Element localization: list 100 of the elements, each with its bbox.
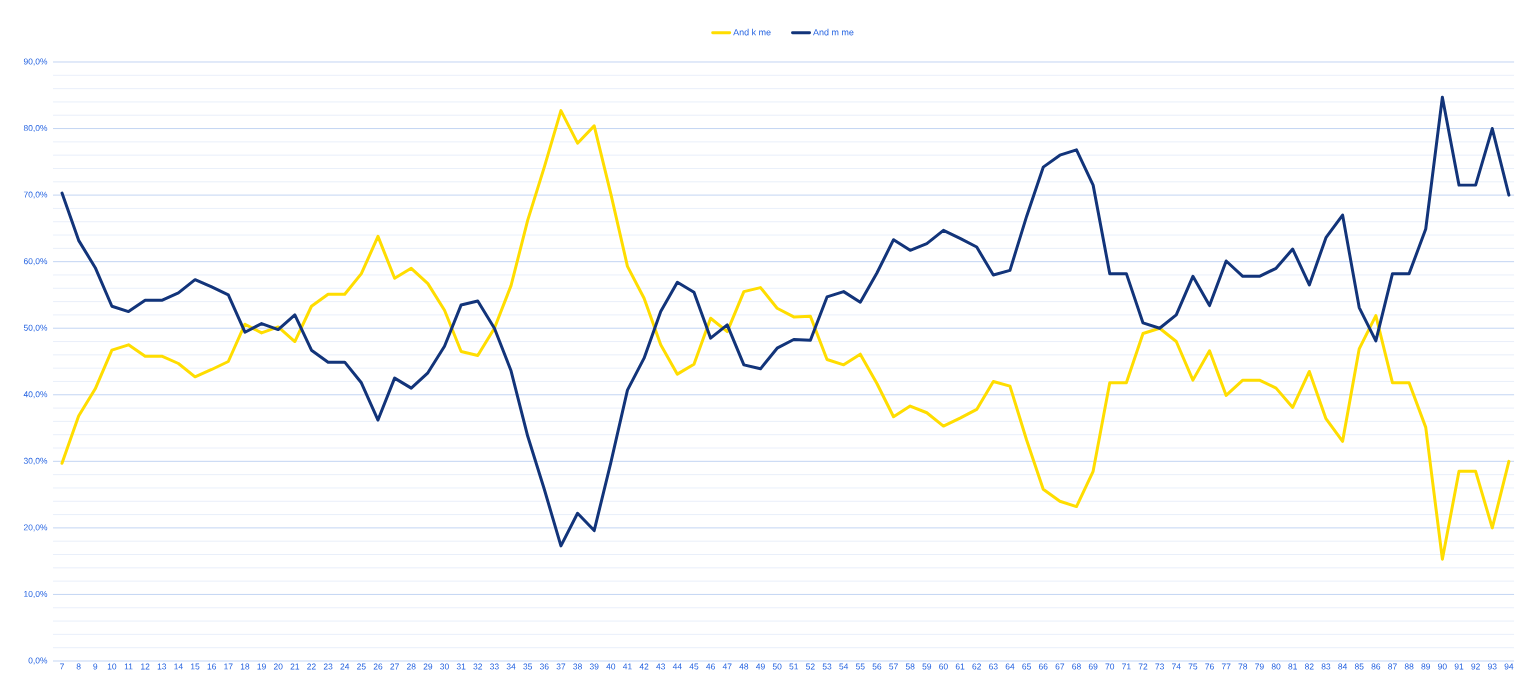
x-tick-label: 38 [573,663,582,670]
x-tick-label: 74 [1172,663,1181,670]
x-tick-label: 14 [174,663,183,670]
x-tick-label: 68 [1072,663,1081,670]
x-tick-label: 29 [423,663,433,670]
x-tick-label: 42 [639,663,649,670]
x-tick-label: 39 [589,663,599,670]
x-tick-label: 80 [1271,663,1281,670]
x-tick-label: 25 [357,663,366,670]
x-tick-label: 51 [789,663,799,670]
y-tick-label: 70,0% [23,191,48,199]
x-tick-label: 93 [1487,663,1497,670]
x-tick-label: 92 [1471,663,1480,670]
x-tick-label: 36 [539,663,549,670]
y-tick-label: 80,0% [23,125,48,133]
x-tick-label: 9 [93,663,98,670]
x-tick-label: 40 [606,663,616,670]
x-tick-label: 34 [506,663,516,670]
y-tick-label: 10,0% [24,590,48,598]
x-tick-label: 89 [1421,663,1431,670]
y-tick-label: 0,0% [28,657,48,665]
y-tick-label: 40,0% [23,391,48,399]
x-tick-label: 7 [60,663,64,670]
x-tick-label: 41 [622,663,632,670]
x-tick-label: 18 [240,663,250,670]
legend-label: And k me [733,28,771,36]
x-tick-label: 72 [1138,663,1148,670]
y-tick-label: 60,0% [23,258,48,266]
x-tick-label: 24 [340,663,350,670]
x-tick-label: 81 [1288,663,1297,670]
x-tick-label: 86 [1371,663,1381,670]
x-tick-label: 35 [523,663,533,670]
x-tick-label: 46 [706,663,715,670]
x-tick-label: 82 [1304,663,1314,670]
x-tick-label: 11 [124,663,133,670]
y-tick-label: 50,0% [23,324,48,332]
x-tick-label: 58 [905,663,915,670]
x-tick-label: 84 [1338,663,1348,670]
x-tick-label: 49 [755,663,765,670]
x-tick-label: 73 [1155,663,1164,670]
x-tick-label: 20 [273,663,283,670]
x-tick-label: 70 [1105,663,1115,670]
x-tick-label: 10 [107,663,117,670]
x-tick-label: 59 [922,663,932,670]
x-tick-label: 54 [839,663,849,670]
y-tick-label: 30,0% [23,457,48,465]
x-tick-label: 77 [1221,663,1231,670]
x-tick-label: 66 [1038,663,1048,670]
x-tick-label: 16 [207,663,217,670]
x-tick-label: 60 [939,663,948,670]
x-tick-label: 19 [257,663,266,670]
legend-label: And m me [813,28,854,36]
x-tick-label: 94 [1504,663,1514,670]
x-tick-label: 33 [490,663,499,670]
x-tick-label: 50 [772,663,782,670]
x-tick-label: 57 [889,663,898,670]
x-tick-label: 15 [190,663,200,670]
x-tick-label: 56 [872,663,882,670]
x-tick-label: 61 [955,663,965,670]
x-tick-label: 64 [1005,663,1015,670]
y-tick-label: 20,0% [23,524,48,532]
x-tick-label: 76 [1205,663,1214,670]
x-tick-label: 12 [141,663,150,670]
x-tick-label: 88 [1404,663,1414,670]
x-tick-label: 30 [440,663,449,670]
x-tick-label: 21 [290,663,300,670]
x-tick-label: 28 [406,663,416,670]
x-tick-label: 45 [689,663,699,670]
x-tick-label: 75 [1188,663,1198,670]
x-tick-label: 32 [473,663,483,670]
x-tick-label: 83 [1321,663,1331,670]
x-tick-label: 22 [307,663,316,670]
y-tick-label: 90,0% [23,58,48,66]
x-tick-label: 27 [390,663,399,670]
x-tick-label: 23 [323,663,333,670]
x-tick-label: 65 [1022,663,1031,670]
x-tick-label: 79 [1255,663,1264,670]
x-tick-label: 37 [556,663,566,670]
x-tick-label: 85 [1354,663,1364,670]
x-tick-label: 47 [722,663,732,670]
x-tick-label: 8 [76,663,81,670]
x-tick-label: 62 [972,663,981,670]
x-tick-label: 71 [1122,663,1131,670]
x-tick-label: 69 [1088,663,1098,670]
x-tick-label: 91 [1454,663,1464,670]
x-tick-label: 53 [822,663,832,670]
x-tick-label: 31 [456,663,466,670]
x-tick-label: 55 [855,663,865,670]
x-tick-label: 44 [672,663,682,670]
x-tick-label: 48 [739,663,749,670]
x-tick-label: 87 [1388,663,1397,670]
x-tick-label: 90 [1438,663,1447,670]
x-tick-label: 43 [656,663,666,670]
x-tick-label: 63 [989,663,998,670]
x-tick-label: 78 [1238,663,1248,670]
x-tick-label: 17 [224,663,233,670]
x-tick-label: 67 [1055,663,1065,670]
x-tick-label: 52 [806,663,815,670]
x-tick-label: 13 [157,663,167,670]
x-tick-label: 26 [373,663,383,670]
